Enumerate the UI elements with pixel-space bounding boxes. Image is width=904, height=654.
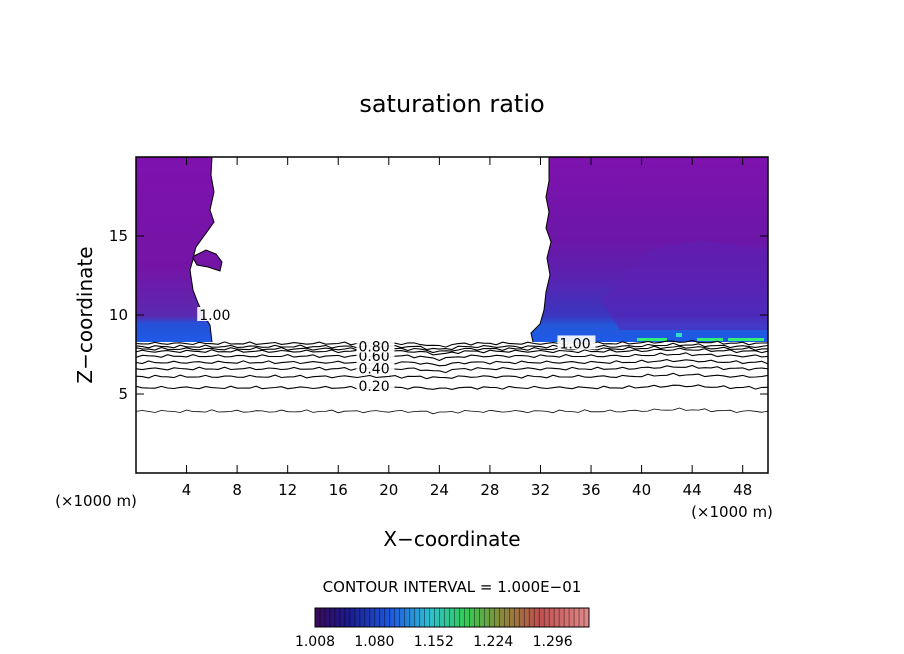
contour-interval: CONTOUR INTERVAL = 1.000E−01 <box>323 578 582 596</box>
contour-label: 0.80 <box>358 340 389 356</box>
contour-line <box>136 364 768 374</box>
chart-title: saturation ratio <box>359 90 544 118</box>
colorbar-tick-label: 1.008 <box>295 634 335 650</box>
contour-label-bg <box>197 307 236 321</box>
colorbar-stripes <box>319 608 585 627</box>
contour-label: 0.40 <box>358 362 389 378</box>
supersaturation-fill <box>136 157 768 343</box>
x-tick-label: 12 <box>278 481 297 499</box>
contour-label: 1.00 <box>199 308 230 324</box>
x-tick-label: 20 <box>379 481 398 499</box>
contour-line <box>136 384 768 390</box>
x-unit-right: (×1000 m) <box>691 503 773 521</box>
x-tick-label: 48 <box>733 481 752 499</box>
contour-1.00-right <box>530 157 552 343</box>
x-unit-left: (×1000 m) <box>55 492 137 510</box>
contour-label: 1.00 <box>559 336 590 352</box>
contour-label-bg <box>557 335 596 350</box>
contour-label-bg <box>356 338 395 353</box>
contour-line <box>136 342 768 351</box>
colorbar-tick-label: 1.296 <box>533 634 573 650</box>
contour-lines <box>136 339 768 415</box>
contour-label-bg <box>356 360 395 375</box>
x-tick-label: 16 <box>329 481 348 499</box>
x-tick-label: 4 <box>182 481 192 499</box>
contour-line <box>136 347 768 356</box>
y-axis: 5 10 15 <box>109 227 768 403</box>
y-tick-label: 15 <box>109 227 128 245</box>
contour-1.00-left <box>189 157 223 343</box>
x-tick-label: 28 <box>480 481 499 499</box>
x-tick-label: 44 <box>683 481 702 499</box>
x-tick-label: 24 <box>430 481 449 499</box>
x-tick-label: 32 <box>531 481 550 499</box>
y-tick-label: 5 <box>118 385 128 403</box>
contour-line <box>136 359 768 367</box>
cloud-base-streak <box>697 338 723 341</box>
contour-label: 0.20 <box>358 379 389 395</box>
colorbar-tick-label: 1.080 <box>354 634 394 650</box>
cloud-base-streak <box>676 333 682 337</box>
contour-label-bg <box>356 378 395 393</box>
x-axis-label: X−coordinate <box>383 527 520 551</box>
cloud-base-streak <box>637 338 667 341</box>
contour-labels: 0.200.400.600.80 1.00 1.00 <box>197 307 596 395</box>
contour-line <box>136 339 768 348</box>
cloud-base-streak <box>728 338 764 341</box>
contour-line <box>136 407 768 415</box>
contour-label: 0.60 <box>358 349 389 365</box>
x-tick-label: 40 <box>632 481 651 499</box>
left-cloud-region <box>136 157 222 342</box>
colorbar-tick-label: 1.152 <box>414 634 454 650</box>
right-inner-patch <box>600 240 768 330</box>
x-tick-label: 8 <box>232 481 242 499</box>
x-axis: 4 8 12 16 20 24 28 32 36 40 44 48 <box>182 157 752 499</box>
colorbar-tick-label: 1.224 <box>473 634 513 650</box>
y-tick-label: 10 <box>109 306 128 324</box>
y-axis-label: Z−coordinate <box>73 246 97 383</box>
contour-line <box>136 372 768 380</box>
x-tick-label: 36 <box>581 481 600 499</box>
contour-line <box>136 352 768 362</box>
colorbar <box>314 607 590 628</box>
colorbar-labels: 1.008 1.080 1.152 1.224 1.296 <box>295 634 573 650</box>
contour-line <box>136 345 768 354</box>
